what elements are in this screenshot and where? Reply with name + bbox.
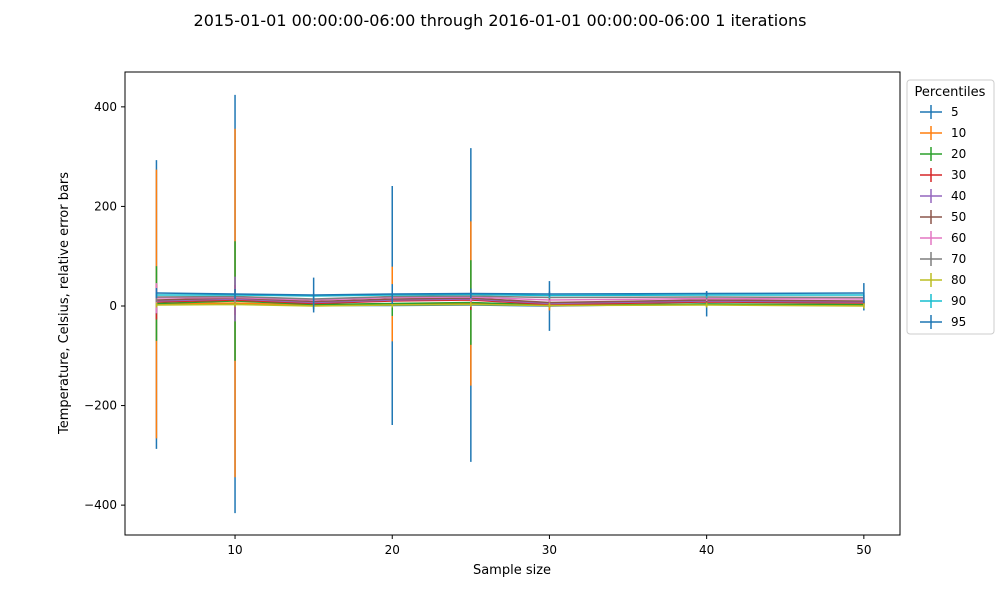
y-tick-label: 0 bbox=[109, 299, 117, 313]
chart-title: 2015-01-01 00:00:00-06:00 through 2016-0… bbox=[194, 11, 807, 30]
x-tick-label: 50 bbox=[856, 543, 871, 557]
legend-box bbox=[906, 79, 995, 335]
x-tick-label: 40 bbox=[699, 543, 714, 557]
legend-item-30: 30 bbox=[920, 168, 966, 182]
legend-item-95: 95 bbox=[920, 315, 966, 329]
legend-label: 95 bbox=[951, 315, 966, 329]
series-line bbox=[156, 300, 864, 306]
series-line bbox=[156, 292, 864, 296]
legend-item-70: 70 bbox=[920, 252, 966, 266]
legend-label: 40 bbox=[951, 189, 966, 203]
legend-label: 50 bbox=[951, 210, 966, 224]
legend-item-80: 80 bbox=[920, 273, 966, 287]
legend: Percentiles 5 10 20 30 40 50 60 70 80 90 95 bbox=[906, 79, 995, 335]
series-line bbox=[156, 298, 864, 305]
legend-label: 70 bbox=[951, 252, 966, 266]
y-tick-label: 200 bbox=[94, 199, 117, 213]
x-axis-label: Sample size bbox=[473, 563, 551, 578]
axes-frame bbox=[124, 71, 901, 536]
legend-item-60: 60 bbox=[920, 231, 966, 245]
legend-label: 10 bbox=[951, 126, 966, 140]
legend-label: 5 bbox=[951, 105, 959, 119]
y-tick-label: 400 bbox=[94, 100, 117, 114]
x-tick-label: 20 bbox=[385, 543, 400, 557]
y-tick-label: −200 bbox=[84, 399, 117, 413]
legend-title: Percentiles bbox=[915, 85, 986, 100]
legend-label: 80 bbox=[951, 273, 966, 287]
legend-item-5: 5 bbox=[920, 105, 959, 119]
series-line bbox=[156, 303, 864, 307]
legend-label: 60 bbox=[951, 231, 966, 245]
legend-label: 30 bbox=[951, 168, 966, 182]
x-tick-label: 30 bbox=[542, 543, 557, 557]
plot-area: 10 20 30 40 50 −400 −200 0 200 400 bbox=[84, 71, 901, 557]
x-tick-label: 10 bbox=[227, 543, 242, 557]
series-line bbox=[156, 293, 864, 297]
series-line bbox=[156, 295, 864, 300]
legend-item-20: 20 bbox=[920, 147, 966, 161]
y-tick-label: −400 bbox=[84, 498, 117, 512]
series-line bbox=[156, 296, 864, 301]
legend-item-10: 10 bbox=[920, 126, 966, 140]
series-line bbox=[156, 299, 864, 306]
legend-item-90: 90 bbox=[920, 294, 966, 308]
legend-label: 90 bbox=[951, 294, 966, 308]
legend-label: 20 bbox=[951, 147, 966, 161]
legend-item-50: 50 bbox=[920, 210, 966, 224]
series-95 bbox=[155, 277, 865, 313]
legend-item-40: 40 bbox=[920, 189, 966, 203]
y-axis-label: Temperature, Celsius, relative error bar… bbox=[57, 172, 72, 435]
